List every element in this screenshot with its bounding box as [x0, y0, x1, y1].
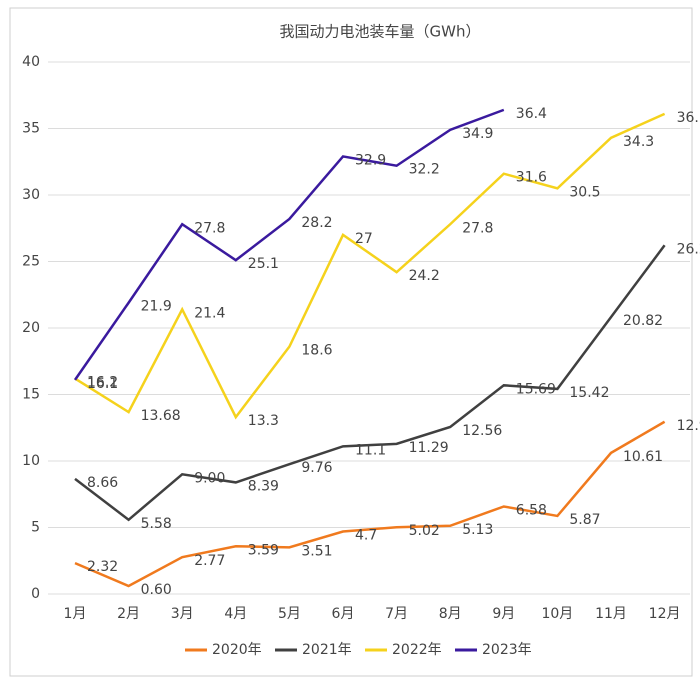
x-tick-label: 6月	[332, 606, 355, 622]
data-label: 32.9	[355, 152, 386, 168]
data-label: 10.61	[623, 449, 663, 465]
data-label: 24.2	[409, 268, 440, 284]
data-label: 3.59	[248, 542, 279, 558]
data-label: 16.1	[87, 376, 118, 392]
data-label: 9.00	[194, 470, 225, 486]
data-label: 11.1	[355, 442, 386, 458]
data-label: 13.68	[141, 408, 181, 424]
y-tick-label: 10	[22, 453, 40, 469]
y-tick-label: 25	[22, 254, 40, 270]
x-tick-label: 5月	[278, 606, 301, 622]
data-label: 26.22	[677, 241, 700, 257]
data-label: 11.29	[409, 440, 449, 456]
data-label: 34.9	[462, 126, 493, 142]
data-label: 9.76	[301, 460, 332, 476]
x-tick-label: 9月	[492, 606, 515, 622]
data-label: 15.42	[569, 385, 609, 401]
y-tick-label: 40	[22, 54, 40, 70]
data-label: 27	[355, 231, 373, 247]
data-label: 30.5	[569, 184, 600, 200]
y-tick-label: 0	[31, 586, 40, 602]
series-line	[74, 244, 666, 522]
legend-label: 2023年	[482, 642, 532, 658]
data-label: 5.13	[462, 522, 493, 538]
data-label: 13.3	[248, 413, 279, 429]
series-line	[74, 112, 666, 420]
x-tick-label: 11月	[595, 606, 627, 622]
y-tick-label: 30	[22, 187, 40, 203]
x-tick-label: 10月	[541, 606, 573, 622]
data-label: 2.77	[194, 553, 225, 569]
x-tick-label: 8月	[439, 606, 462, 622]
series-line	[74, 420, 666, 588]
data-label: 6.58	[516, 502, 547, 518]
x-tick-label: 2月	[117, 606, 140, 622]
y-tick-label: 35	[22, 121, 40, 137]
legend-label: 2022年	[392, 642, 442, 658]
data-label: 21.4	[194, 305, 225, 321]
x-tick-label: 7月	[385, 606, 408, 622]
series-line	[73, 108, 505, 381]
data-label: 32.2	[409, 162, 440, 178]
data-label: 5.58	[141, 516, 172, 532]
data-label: 5.02	[409, 523, 440, 539]
data-label: 18.6	[301, 343, 332, 359]
data-label: 12.95	[677, 418, 700, 434]
data-label: 3.51	[301, 543, 332, 559]
legend-label: 2021年	[302, 642, 352, 658]
x-tick-label: 12月	[649, 606, 681, 622]
data-label: 5.87	[569, 512, 600, 528]
x-tick-label: 3月	[171, 606, 194, 622]
data-label: 31.6	[516, 170, 547, 186]
data-label: 27.8	[194, 220, 225, 236]
data-label: 25.1	[248, 256, 279, 272]
y-tick-label: 5	[31, 520, 40, 536]
legend-label: 2020年	[212, 642, 262, 658]
data-label: 4.7	[355, 527, 377, 543]
data-label: 12.56	[462, 423, 502, 439]
x-tick-label: 1月	[64, 606, 87, 622]
data-label: 8.66	[87, 475, 118, 491]
data-label: 8.39	[248, 478, 279, 494]
data-label: 28.2	[301, 215, 332, 231]
data-label: 21.9	[141, 299, 172, 315]
data-label: 16.2	[87, 375, 118, 391]
data-label: 20.82	[623, 313, 663, 329]
chart-frame	[9, 7, 693, 677]
data-label: 2.32	[87, 559, 118, 575]
y-tick-label: 15	[22, 387, 40, 403]
data-label: 36.1	[677, 110, 700, 126]
data-label: 27.8	[462, 220, 493, 236]
data-label: 0.60	[141, 582, 172, 598]
data-label: 36.4	[516, 106, 547, 122]
chart-title: 我国动力电池装车量（GWh）	[280, 23, 481, 41]
y-tick-label: 20	[22, 320, 40, 336]
data-label: 15.69	[516, 381, 556, 397]
x-tick-label: 4月	[224, 606, 247, 622]
data-label: 34.3	[623, 134, 654, 150]
